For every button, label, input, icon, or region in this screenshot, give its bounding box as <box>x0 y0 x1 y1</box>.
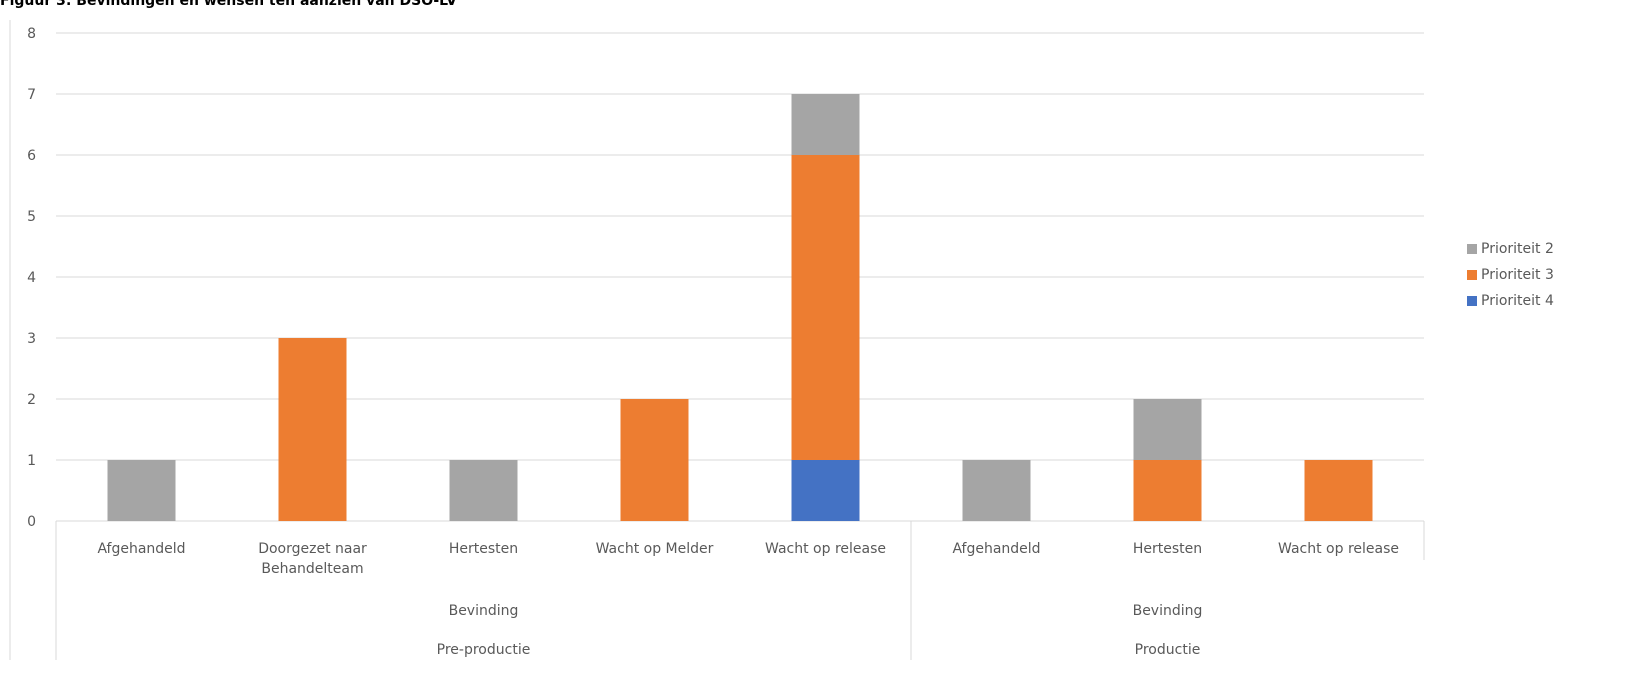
x-category-label: Hertesten <box>449 541 518 557</box>
legend-label: Prioriteit 2 <box>1481 241 1554 257</box>
bar-segment-prioriteit-2 <box>962 460 1031 521</box>
y-tick-label: 6 <box>27 148 36 164</box>
gridlines <box>56 32 1424 522</box>
y-tick-label: 1 <box>27 453 36 469</box>
bar-segment-prioriteit-4 <box>791 460 860 521</box>
bar-segment-prioriteit-2 <box>791 94 860 155</box>
bar-segment-prioriteit-3 <box>1133 460 1202 521</box>
figure-title: Figuur 3: Bevindingen en wensen ten aanz… <box>0 0 457 9</box>
x-category-label: Wacht op release <box>765 541 886 557</box>
bar-segment-prioriteit-2 <box>449 460 518 521</box>
bar-segment-prioriteit-3 <box>620 399 689 521</box>
legend-label: Prioriteit 3 <box>1481 267 1554 283</box>
x-group-label: Bevinding <box>1133 603 1203 619</box>
x-category-label: Wacht op release <box>1278 541 1399 557</box>
x-category-label: Behandelteam <box>261 561 363 577</box>
bar-segment-prioriteit-2 <box>1133 399 1202 460</box>
y-tick-label: 0 <box>27 514 36 530</box>
y-tick-label: 8 <box>27 26 36 42</box>
legend-swatch <box>1467 244 1477 254</box>
legend-label: Prioriteit 4 <box>1481 293 1554 309</box>
legend: Prioriteit 2 Prioriteit 3 Prioriteit 4 <box>1467 241 1554 309</box>
x-phase-label: Productie <box>1135 642 1201 658</box>
x-phase-label: Pre-productie <box>437 642 531 658</box>
y-tick-label: 5 <box>27 209 36 225</box>
x-category-label: Afgehandeld <box>97 541 185 557</box>
y-tick-label: 4 <box>27 270 36 286</box>
bars <box>107 94 1373 521</box>
x-category-label: Hertesten <box>1133 541 1202 557</box>
bar-segment-prioriteit-3 <box>1304 460 1373 521</box>
legend-swatch <box>1467 296 1477 306</box>
x-category-label: Afgehandeld <box>952 541 1040 557</box>
bar-segment-prioriteit-2 <box>107 460 176 521</box>
y-tick-label: 7 <box>27 87 36 103</box>
bar-segment-prioriteit-3 <box>278 338 347 521</box>
bar-segment-prioriteit-3 <box>791 155 860 460</box>
x-axis: Afgehandeld Doorgezet naar Behandelteam Her… <box>55 521 1425 660</box>
x-category-label: Doorgezet naar <box>258 541 367 557</box>
legend-swatch <box>1467 270 1477 280</box>
y-tick-label: 2 <box>27 392 36 408</box>
x-group-label: Bevinding <box>449 603 519 619</box>
x-category-label: Wacht op Melder <box>596 541 714 557</box>
y-axis: 0 1 2 3 4 5 6 7 8 <box>9 20 36 660</box>
y-tick-label: 3 <box>27 331 36 347</box>
